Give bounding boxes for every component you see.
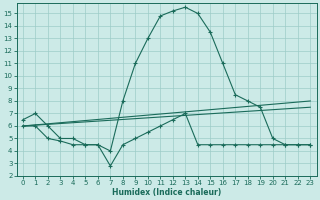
X-axis label: Humidex (Indice chaleur): Humidex (Indice chaleur) [112,188,221,197]
